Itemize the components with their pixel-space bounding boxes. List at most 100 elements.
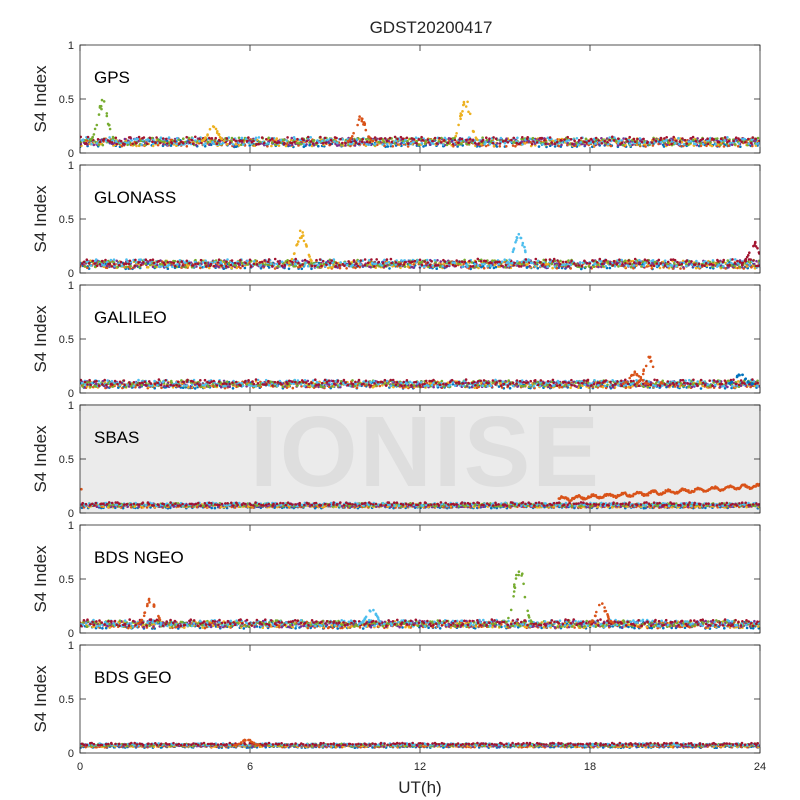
data-point (252, 139, 255, 143)
data-point (344, 144, 347, 147)
data-point (428, 139, 432, 142)
data-point (611, 264, 615, 267)
data-point (306, 379, 310, 383)
data-point (267, 258, 271, 261)
data-point (566, 135, 569, 139)
data-point (167, 136, 171, 139)
data-point (363, 263, 367, 267)
data-point (590, 137, 593, 141)
data-point (102, 100, 106, 103)
data-point (664, 138, 668, 142)
data-point (162, 143, 165, 146)
data-point (163, 263, 167, 266)
data-point (467, 110, 470, 114)
data-point (349, 140, 353, 144)
data-point (734, 258, 737, 261)
data-point (370, 258, 373, 261)
data-point (164, 259, 167, 263)
data-point (219, 142, 223, 146)
data-point (298, 264, 302, 267)
data-point (490, 139, 493, 143)
data-point (515, 239, 518, 242)
data-point (134, 137, 137, 141)
data-point (266, 142, 270, 145)
data-point (105, 112, 109, 115)
data-point (433, 136, 437, 140)
data-point (608, 138, 611, 142)
data-point (410, 137, 414, 140)
data-point (374, 139, 378, 142)
data-point (437, 140, 441, 143)
data-point (533, 261, 536, 264)
data-point (111, 385, 114, 388)
data-point (300, 385, 303, 388)
data-point (517, 265, 521, 268)
data-point (747, 253, 750, 257)
data-point (293, 138, 297, 141)
data-point (135, 141, 138, 145)
data-point (711, 259, 715, 262)
data-point (481, 265, 485, 268)
data-point (685, 142, 689, 145)
data-point (355, 386, 359, 390)
data-point (454, 264, 458, 268)
data-point (85, 258, 89, 262)
data-point (343, 261, 347, 265)
data-point (721, 260, 725, 264)
data-point (89, 138, 93, 141)
data-point (736, 259, 739, 263)
data-point (135, 144, 138, 148)
data-point (464, 105, 468, 108)
data-point (367, 135, 371, 139)
data-point (560, 143, 563, 147)
data-point (277, 144, 281, 147)
data-point (566, 141, 569, 145)
data-point (632, 137, 636, 141)
data-point (431, 139, 434, 143)
data-point (400, 259, 403, 262)
data-point (222, 139, 226, 143)
data-point (307, 260, 311, 264)
data-point (752, 259, 755, 262)
data-point (302, 138, 305, 142)
data-point (230, 259, 234, 262)
data-point (515, 236, 519, 240)
data-point (185, 135, 188, 139)
data-point (606, 142, 610, 146)
data-point (301, 263, 304, 266)
data-point (360, 140, 364, 144)
data-point (115, 142, 119, 146)
data-point (108, 127, 112, 131)
data-point (386, 142, 389, 146)
data-point (243, 266, 247, 270)
data-point (355, 262, 358, 266)
data-point (519, 265, 523, 268)
data-point (146, 266, 150, 269)
data-point (624, 386, 628, 390)
data-point (526, 265, 529, 269)
data-point (649, 264, 653, 267)
data-point (406, 139, 409, 143)
data-point (690, 385, 694, 389)
data-point (609, 144, 613, 148)
data-point (105, 385, 109, 389)
data-point (206, 134, 209, 137)
data-point (627, 259, 630, 262)
data-point (526, 262, 529, 266)
data-point (491, 259, 494, 263)
data-point (301, 259, 304, 263)
data-point (315, 141, 318, 145)
data-point (100, 107, 103, 111)
data-point (208, 143, 211, 146)
data-point (371, 261, 374, 265)
data-point (320, 264, 323, 268)
data-point (114, 140, 118, 143)
data-point (594, 136, 598, 140)
data-point (501, 140, 505, 143)
data-point (378, 384, 382, 388)
data-point (432, 142, 435, 146)
data-point (453, 138, 457, 142)
data-point (329, 262, 332, 265)
data-point (241, 264, 244, 268)
